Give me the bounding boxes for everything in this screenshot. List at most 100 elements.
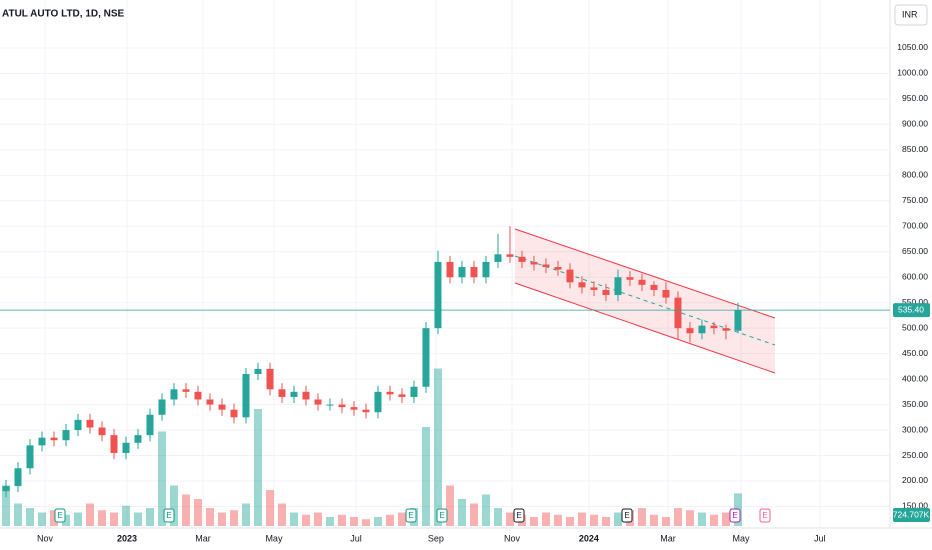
volume-bar xyxy=(133,512,142,526)
volume-bar xyxy=(661,517,670,526)
candle-body xyxy=(506,254,514,257)
volume-bar xyxy=(721,512,730,526)
y-tick-label: 400.00 xyxy=(902,373,928,383)
candle-body xyxy=(98,427,106,436)
volume-bar xyxy=(709,514,718,526)
volume-bar xyxy=(637,508,646,526)
volume-bar xyxy=(13,503,22,526)
candle-body xyxy=(338,404,346,408)
volume-bar xyxy=(613,512,622,526)
candle-body xyxy=(218,404,226,410)
volume-bar xyxy=(541,512,550,526)
volume-bar xyxy=(193,499,202,526)
volume-bar xyxy=(553,514,562,526)
candle-body xyxy=(206,399,214,405)
candle-body xyxy=(638,279,646,285)
volume-bar xyxy=(49,510,58,526)
candle-body xyxy=(686,328,694,334)
last-price-tag xyxy=(893,303,930,318)
volume-bar xyxy=(181,494,190,526)
volume-bar xyxy=(277,503,286,526)
candle-body xyxy=(410,386,418,397)
volume-bar xyxy=(529,517,538,526)
candle-body xyxy=(26,445,34,469)
event-label: E xyxy=(57,511,62,520)
candle-body xyxy=(590,287,598,290)
x-tick-label: 2024 xyxy=(579,533,599,543)
channel-top xyxy=(514,228,776,319)
volume-bar xyxy=(397,512,406,526)
volume-bar xyxy=(457,499,466,526)
candle-body xyxy=(278,389,286,397)
x-tick-label: May xyxy=(265,533,283,543)
y-tick-label: 950.00 xyxy=(902,93,928,103)
chart-title: ATUL AUTO LTD, 1D, NSE xyxy=(2,9,125,20)
volume-bar xyxy=(565,517,574,526)
event-badge xyxy=(513,508,525,523)
candle-body xyxy=(2,486,10,492)
volume-bar xyxy=(73,512,82,526)
candle-body xyxy=(614,277,622,296)
y-tick-label: 450.00 xyxy=(902,348,928,358)
x-tick-label: Mar xyxy=(660,533,676,543)
event-label: E xyxy=(516,511,521,520)
candle-body xyxy=(602,289,610,296)
y-tick-label: 800.00 xyxy=(902,170,928,180)
candles xyxy=(2,226,742,498)
candle-body xyxy=(446,261,454,278)
last-price-label: 535.40 xyxy=(898,304,924,314)
volume-bar xyxy=(85,503,94,526)
volume-bar xyxy=(37,512,46,526)
candle-body xyxy=(470,267,478,278)
volume-bar xyxy=(97,510,106,526)
volume-bar xyxy=(265,490,274,526)
volume-bar xyxy=(337,514,346,526)
volume-bar xyxy=(109,512,118,526)
volume-bar xyxy=(433,368,442,526)
event-badge xyxy=(163,508,175,523)
candle-body xyxy=(314,399,322,405)
candle-body xyxy=(530,261,538,265)
candle-body xyxy=(494,254,502,262)
volume-bar xyxy=(145,508,154,526)
y-tick-label: 350.00 xyxy=(902,399,928,409)
volume-bar xyxy=(361,519,370,526)
volume-bar xyxy=(301,514,310,526)
y-tick-label: 300.00 xyxy=(902,424,928,434)
candle-body xyxy=(230,409,238,418)
candle-body xyxy=(458,267,466,278)
event-badge xyxy=(621,508,633,523)
x-tick-label: Jul xyxy=(814,533,826,543)
volume-bar xyxy=(505,512,514,526)
currency[interactable]: INR xyxy=(902,9,918,19)
volume-bar xyxy=(493,508,502,526)
x-tick-label: May xyxy=(732,533,750,543)
candle-body xyxy=(662,289,670,298)
candle-body xyxy=(38,437,46,446)
candle-body xyxy=(374,391,382,413)
volume-bar xyxy=(385,514,394,526)
candle-body xyxy=(482,261,490,278)
candle-body xyxy=(578,282,586,288)
volume-bar xyxy=(157,431,166,526)
candle-body xyxy=(566,269,574,283)
candle-body xyxy=(650,284,658,290)
x-tick-label: Nov xyxy=(504,533,521,543)
event-label: E xyxy=(732,511,737,520)
candle-body xyxy=(734,310,742,331)
y-tick-label: 650.00 xyxy=(902,246,928,256)
currency-box[interactable] xyxy=(894,4,928,26)
volume-bar xyxy=(61,514,70,526)
volume-bar xyxy=(469,503,478,526)
candle-body xyxy=(242,374,250,418)
candle-body xyxy=(14,468,22,487)
candle-body xyxy=(554,267,562,270)
channel-mid xyxy=(514,255,776,346)
y-tick-label: 150.00 xyxy=(902,501,928,511)
x-tick-label: 2023 xyxy=(117,533,137,543)
candle-body xyxy=(134,435,142,443)
channel-bottom xyxy=(514,282,776,374)
volume-bar xyxy=(373,517,382,526)
volume-bar xyxy=(589,514,598,526)
candle-body xyxy=(698,325,706,334)
